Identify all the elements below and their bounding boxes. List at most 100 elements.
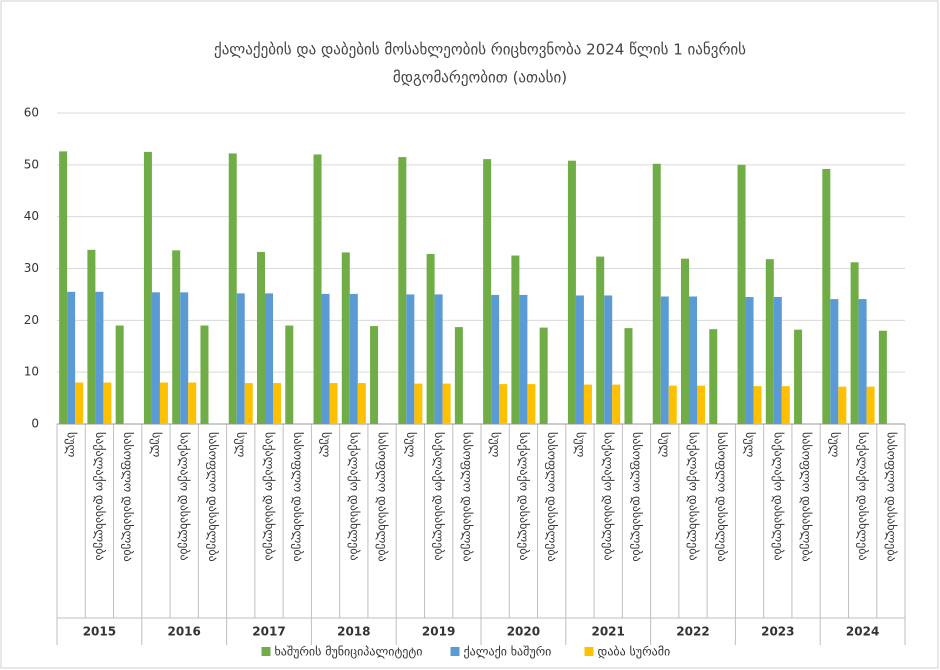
bar — [612, 384, 621, 424]
bar — [442, 383, 451, 424]
bar — [838, 386, 847, 424]
bar — [737, 164, 746, 425]
y-tick-label: 30 — [24, 261, 39, 275]
bar — [583, 384, 592, 424]
legend-label: ხაშურის მუნიციპალიტეტი — [275, 645, 423, 659]
bar — [681, 258, 689, 424]
bar — [567, 160, 576, 425]
bar — [398, 157, 407, 424]
bar — [822, 168, 831, 424]
bar — [341, 252, 350, 424]
x-tick-label: სულ — [573, 432, 587, 458]
bar — [499, 384, 508, 424]
bar — [406, 294, 415, 424]
legend-label: დაბა სურამი — [598, 645, 671, 659]
x-tick-label: სასოფლო დასახლება — [121, 432, 135, 562]
legend-swatch — [261, 647, 271, 656]
bar — [370, 326, 379, 424]
bar — [95, 291, 104, 424]
bar — [59, 151, 68, 424]
bar — [624, 328, 633, 424]
legend-label: ქალაქი ხაშური — [464, 645, 552, 659]
x-tick-label: საქალაქო დასახლება — [263, 432, 277, 561]
year-label: 2021 — [591, 625, 624, 639]
year-label: 2015 — [83, 625, 116, 639]
bar — [103, 382, 112, 424]
year-label: 2024 — [846, 625, 879, 639]
bar — [781, 386, 790, 424]
bar — [357, 383, 366, 424]
bar — [434, 294, 443, 424]
bar — [689, 296, 697, 424]
bar — [454, 327, 463, 424]
x-tick-label: საქალაქო დასახლება — [687, 432, 701, 561]
bar — [236, 293, 245, 424]
bar — [709, 329, 718, 424]
y-tick-label: 0 — [31, 417, 39, 431]
x-tick-label: სასოფლო დასახლება — [291, 432, 305, 562]
y-tick-label: 10 — [24, 365, 39, 379]
x-tick-label: სულ — [149, 432, 163, 458]
year-label: 2017 — [252, 625, 285, 639]
bar — [244, 383, 253, 424]
bar — [850, 262, 859, 424]
x-tick-label: სასოფლო დასახლება — [545, 432, 559, 562]
bar — [273, 383, 281, 424]
bar — [172, 250, 181, 424]
bar — [878, 330, 887, 424]
x-tick-label: სულ — [319, 432, 333, 458]
x-tick-label: სულ — [65, 432, 79, 458]
bar — [483, 159, 492, 425]
bar — [87, 249, 96, 424]
y-tick-label: 50 — [24, 157, 39, 171]
bar — [539, 327, 548, 424]
bar — [329, 383, 338, 424]
legend-swatch — [584, 647, 594, 656]
x-tick-label: საქალაქო დასახლება — [856, 432, 870, 561]
bar — [285, 325, 294, 424]
bar — [794, 329, 803, 424]
x-tick-label: სასოფლო დასახლება — [715, 432, 729, 562]
bar — [257, 251, 265, 424]
bar — [67, 291, 76, 424]
x-tick-label: სულ — [489, 432, 503, 458]
y-tick-label: 40 — [24, 209, 39, 223]
x-tick-label: სასოფლო დასახლება — [630, 432, 644, 562]
x-tick-label: სულ — [404, 432, 418, 458]
chart-title: მდგომარეობით (ათასი) — [393, 69, 567, 87]
x-tick-label: საქალაქო დასახლება — [93, 432, 107, 561]
bar — [75, 382, 84, 424]
bar — [180, 292, 189, 424]
x-tick-label: საქალაქო დასახლება — [517, 432, 531, 561]
bar — [151, 292, 160, 424]
bar — [349, 293, 358, 424]
bar — [745, 297, 754, 424]
bar — [604, 295, 613, 424]
bar — [228, 153, 237, 424]
x-tick-label: სასოფლო დასახლება — [800, 432, 814, 562]
bar — [188, 382, 197, 424]
chart-title: ქალაქების და დაბების მოსახლეობის რიცხოვნ… — [214, 41, 746, 59]
bar — [321, 293, 330, 424]
bar — [773, 297, 782, 424]
x-tick-label: საქალაქო დასახლება — [602, 432, 616, 561]
bar — [115, 325, 124, 424]
bar — [858, 299, 867, 424]
bar — [596, 256, 605, 424]
bar — [519, 294, 528, 424]
x-tick-label: საქალაქო დასახლება — [432, 432, 446, 561]
bar — [668, 385, 677, 424]
x-tick-label: სასოფლო დასახლება — [376, 432, 390, 562]
bar — [830, 299, 839, 424]
bar — [697, 385, 705, 424]
x-tick-label: სასოფლო დასახლება — [884, 432, 898, 562]
x-tick-label: სულ — [658, 432, 672, 458]
bar — [200, 325, 209, 424]
x-tick-label: სასოფლო დასახლება — [460, 432, 474, 562]
bar — [143, 151, 152, 424]
x-tick-label: სულ — [743, 432, 757, 458]
bar — [866, 386, 875, 424]
x-tick-label: სულ — [828, 432, 842, 458]
bar — [575, 295, 584, 424]
